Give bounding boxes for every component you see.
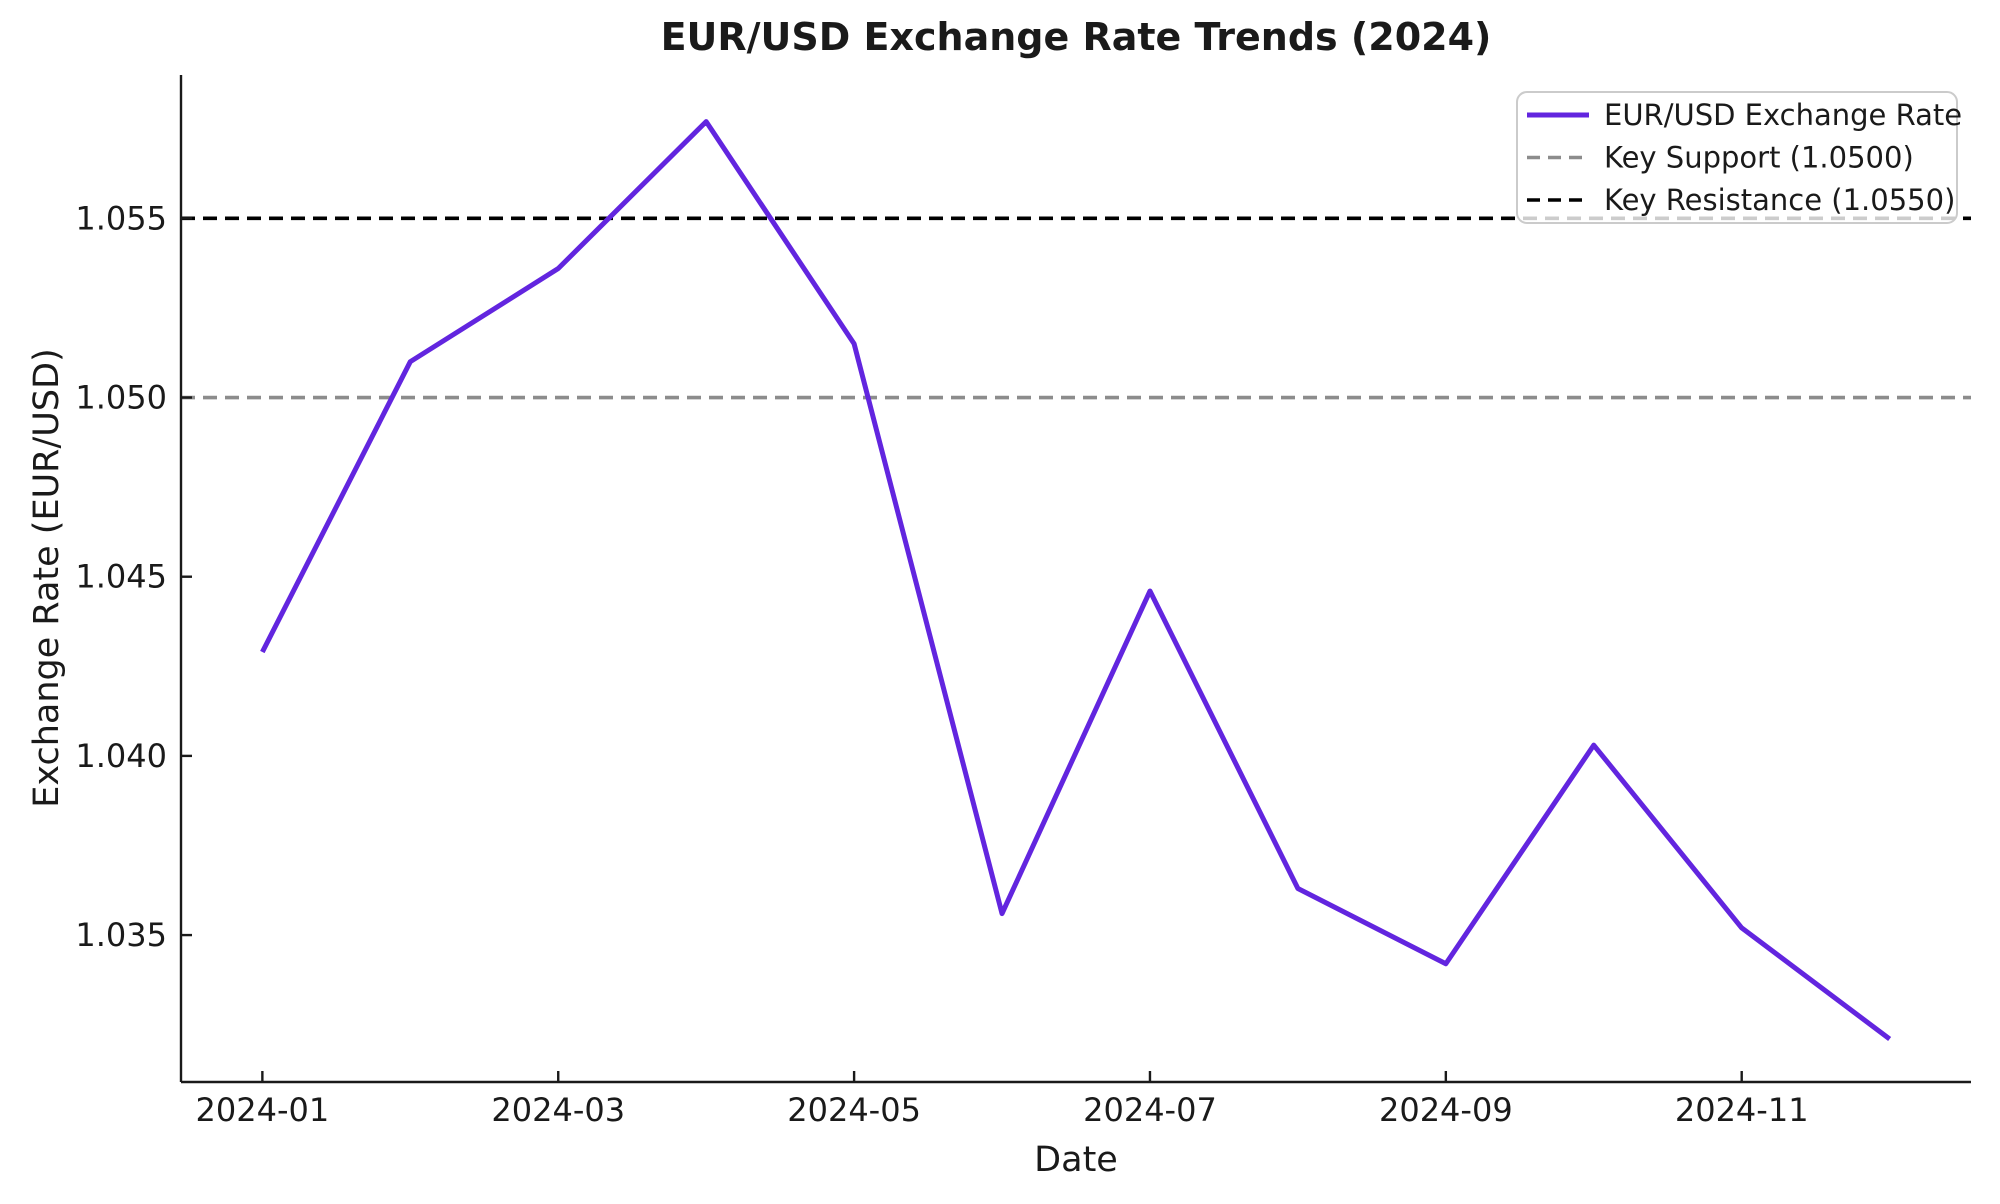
legend: EUR/USD Exchange Rate Key Support (1.0500… [1516, 91, 1962, 224]
legend-entry-key-support-1-0500: Key Support (1.0500) [1527, 141, 1914, 175]
y-tick-label: 1.035 [75, 916, 167, 954]
y-axis-label: Exchange Rate (EUR/USD) [27, 348, 67, 807]
x-axis-label: Date [1034, 1140, 1118, 1180]
reference-lines [181, 216, 1971, 400]
y-tick-label: 1.055 [75, 199, 167, 237]
legend-box [1516, 91, 1958, 224]
y-tick-label: 1.040 [75, 737, 167, 775]
axes: 1.035 1.040 1.045 1.050 1.055 2024-01 2024-03 2… [75, 75, 1971, 1129]
x-tick-label: 2024-07 [1083, 1091, 1217, 1129]
x-tick-label: 2024-09 [1379, 1091, 1513, 1129]
legend-label: EUR/USD Exchange Rate [1604, 98, 1962, 132]
legend-label: Key Resistance (1.0550) [1604, 183, 1955, 217]
chart-title: EUR/USD Exchange Rate Trends (2024) [661, 15, 1492, 59]
y-tick-label: 1.050 [75, 379, 167, 417]
eur-usd-exchange-rate-line [260, 119, 1892, 1041]
legend-entry-key-resistance-1-0550: Key Resistance (1.0550) [1527, 183, 1955, 217]
x-tick-label: 2024-01 [196, 1091, 330, 1129]
data-series [260, 119, 1892, 1041]
legend-entry-eur-usd-exchange-rate: EUR/USD Exchange Rate [1527, 98, 1962, 132]
legend-label: Key Support (1.0500) [1604, 141, 1914, 175]
x-tick-label: 2024-03 [491, 1091, 625, 1129]
x-tick-label: 2024-05 [787, 1091, 921, 1129]
y-tick-label: 1.045 [75, 558, 167, 596]
x-tick-label: 2024-11 [1675, 1091, 1809, 1129]
